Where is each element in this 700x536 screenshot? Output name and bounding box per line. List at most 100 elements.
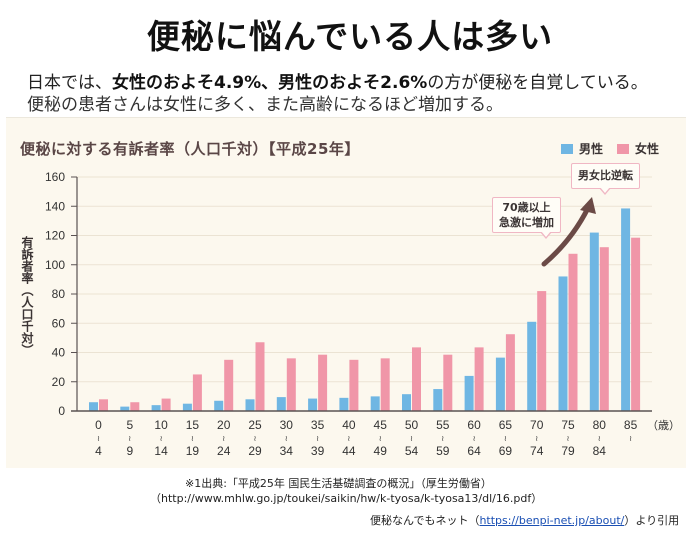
x-tick-label: 25 xyxy=(248,418,262,432)
male-stat: 男性のおよそ2.6% xyxy=(278,73,428,93)
x-tick-label: 74 xyxy=(530,444,544,458)
callout-text: 男女比逆転 xyxy=(578,169,633,182)
x-tick-tilde: ≀ xyxy=(629,434,632,443)
increase-arrow-icon xyxy=(541,205,591,267)
legend-label-female: 女性 xyxy=(635,142,660,156)
citation-text: 便秘なんでもネット（ xyxy=(370,514,480,527)
bar-male xyxy=(89,402,98,411)
legend-swatch-female xyxy=(617,143,629,154)
bar-female xyxy=(99,399,108,411)
bar-male xyxy=(589,232,599,411)
bar-male xyxy=(621,208,631,411)
y-tick-label: 80 xyxy=(52,287,66,301)
x-tick-tilde: ≀ xyxy=(160,434,163,443)
y-tick-label: 40 xyxy=(52,346,66,360)
x-tick-tilde: ≀ xyxy=(598,434,601,443)
x-tick-label: 4 xyxy=(95,444,102,458)
x-tick-tilde: ≀ xyxy=(316,434,319,443)
x-tick-tilde: ≀ xyxy=(473,434,476,443)
y-axis-ticks: 0 20 40 60 80 100 120 140 160 xyxy=(45,170,77,418)
x-tick-tilde: ≀ xyxy=(254,434,257,443)
x-tick-tilde: ≀ xyxy=(410,434,413,443)
x-tick-label: 15 xyxy=(186,418,200,432)
x-tick-tilde: ≀ xyxy=(222,434,225,443)
bar-female xyxy=(286,358,296,411)
bar-male xyxy=(245,399,255,411)
x-tick-label: 35 xyxy=(311,418,325,432)
callout-tail xyxy=(541,231,551,237)
x-tick-tilde: ≀ xyxy=(347,434,350,443)
bar-male xyxy=(151,405,161,411)
bar-male xyxy=(214,400,224,411)
x-tick-tilde: ≀ xyxy=(97,434,100,443)
bar-female xyxy=(474,347,484,411)
lead-line-1: 日本では、女性のおよそ4.9%、男性のおよそ2.6%の方が便秘を自覚している。 xyxy=(27,68,648,93)
x-tick-label: 30 xyxy=(280,418,294,432)
x-tick-tilde: ≀ xyxy=(535,434,538,443)
bar-male xyxy=(495,357,505,411)
y-axis-label: 有訴者率（人口千対） xyxy=(20,236,34,356)
x-tick-tilde: ≀ xyxy=(128,434,131,443)
page-title: 便秘に悩んでいる人は多い xyxy=(146,17,554,56)
x-tick-label: 44 xyxy=(342,444,356,458)
x-tick-label: 9 xyxy=(126,444,133,458)
bar-female xyxy=(255,342,265,411)
x-tick-label: 65 xyxy=(499,418,513,432)
bar-female xyxy=(568,253,578,411)
x-tick-label: 50 xyxy=(405,418,419,432)
x-tick-label: 40 xyxy=(342,418,356,432)
bar-female xyxy=(599,247,609,411)
bar-female xyxy=(318,354,328,411)
x-tick-label: 84 xyxy=(593,444,607,458)
x-tick-label: 5 xyxy=(126,418,133,432)
x-tick-tilde: ≀ xyxy=(567,434,570,443)
x-tick-label: 45 xyxy=(374,418,388,432)
bar-female xyxy=(505,334,515,411)
x-tick-label: 29 xyxy=(248,444,262,458)
callout-70-plus: 70歳以上 急激に増加 xyxy=(492,197,561,239)
x-tick-label: 24 xyxy=(217,444,231,458)
bar-male xyxy=(370,396,380,411)
bar-female xyxy=(349,359,359,411)
callout-text: 急激に増加 xyxy=(499,216,554,229)
citation-text: ）より引用 xyxy=(624,514,680,527)
female-stat: 女性のおよそ4.9% xyxy=(112,73,262,93)
bar-male xyxy=(308,398,318,411)
y-tick-label: 60 xyxy=(52,316,66,330)
bar-female xyxy=(130,402,140,411)
lead-line-2: 便秘の患者さんは女性に多く、また高齢になるほど増加する。 xyxy=(27,95,503,115)
y-tick-label: 160 xyxy=(45,170,65,184)
y-tick-label: 20 xyxy=(52,375,66,389)
bar-male xyxy=(276,397,286,411)
x-tick-label: 75 xyxy=(561,418,575,432)
y-tick-label: 0 xyxy=(58,404,65,418)
bars xyxy=(89,208,641,411)
legend-label-male: 男性 xyxy=(579,142,604,156)
x-tick-label: 14 xyxy=(154,444,168,458)
x-tick-label: 54 xyxy=(405,444,419,458)
x-tick-label: 55 xyxy=(436,418,450,432)
chart-title: 便秘に対する有訴者率（人口千対）【平成25年】 xyxy=(20,140,360,158)
lead-separator: 、 xyxy=(261,73,279,93)
y-tick-label: 140 xyxy=(45,199,65,213)
citation-link[interactable]: https://benpi-net.jp/about/ xyxy=(479,514,625,527)
bar-male xyxy=(464,375,474,411)
bar-female xyxy=(380,358,390,411)
x-tick-tilde: ≀ xyxy=(504,434,507,443)
x-tick-tilde: ≀ xyxy=(379,434,382,443)
arrow-head-icon xyxy=(580,197,596,214)
x-tick-label: 0 xyxy=(95,418,102,432)
legend-female: 女性 xyxy=(617,140,659,157)
callout-tail xyxy=(600,187,610,193)
bar-male xyxy=(402,394,411,411)
x-tick-label: 60 xyxy=(467,418,481,432)
bar-male xyxy=(433,389,443,411)
y-tick-label: 100 xyxy=(45,258,65,272)
x-tick-tilde: ≀ xyxy=(191,434,194,443)
x-tick-label: 79 xyxy=(561,444,575,458)
bar-female xyxy=(224,359,234,411)
bar-female xyxy=(192,374,202,411)
x-axis-ticks: 0≀45≀910≀1415≀1920≀2425≀2930≀3435≀3940≀4… xyxy=(95,418,680,458)
x-tick-label: 70 xyxy=(530,418,544,432)
